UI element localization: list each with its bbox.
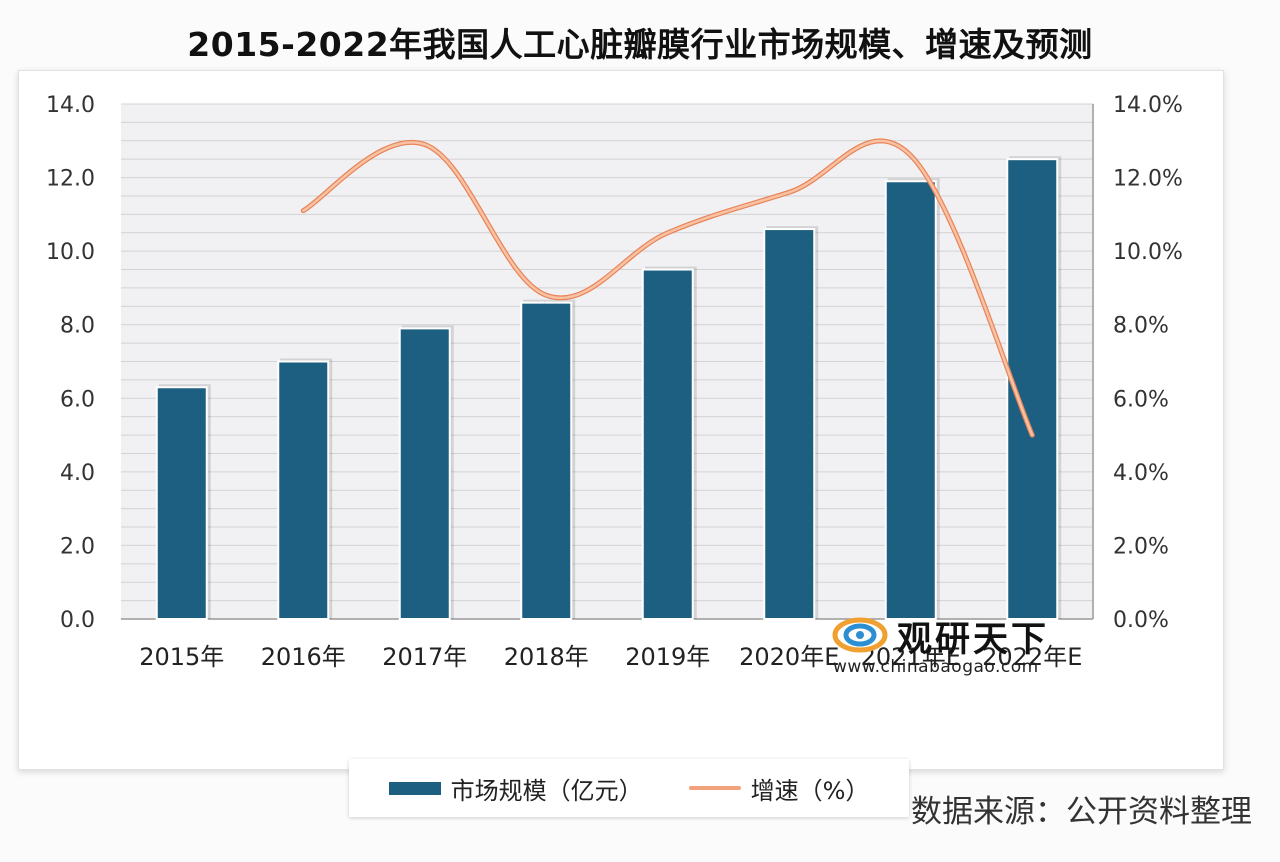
y-left-tick-label: 0.0 <box>60 608 95 633</box>
y-right-tick-label: 4.0% <box>1113 461 1169 486</box>
bar <box>155 386 208 620</box>
x-tick-label: 2017年 <box>382 643 467 671</box>
bar <box>398 327 451 620</box>
y-left-tick-label: 2.0 <box>60 534 95 559</box>
bar <box>520 301 573 620</box>
chart-legend: 市场规模（亿元） 增速（%） <box>349 759 909 817</box>
y-left-tick-label: 12.0 <box>46 167 95 192</box>
y-right-tick-label: 2.0% <box>1113 534 1169 559</box>
y-left-tick-label: 4.0 <box>60 461 95 486</box>
x-tick-label: 2019年 <box>625 643 710 671</box>
watermark-name: 观研天下 <box>897 620 1050 660</box>
bar <box>277 360 330 620</box>
y-left-tick-label: 14.0 <box>46 93 95 118</box>
legend-item-growth: 增速（%） <box>688 771 870 806</box>
watermark: 观研天下 www.chinabaogao.com <box>831 611 1077 683</box>
legend-swatch-bar <box>388 781 441 795</box>
x-tick-label: 2022年E <box>982 643 1082 671</box>
chart-title: 2015-2022年我国人工心脏瓣膜行业市场规模、增速及预测 <box>187 25 1093 64</box>
chart-canvas: 0.0 2.0 4.0 6.0 8.0 10.0 12.0 14.0 0.0% 2.0% 4.0% 6… <box>46 93 1183 671</box>
x-tick-label: 2020年E <box>739 643 839 671</box>
watermark-url: www.chinabaogao.com <box>833 657 1039 677</box>
y-left-tick-label: 10.0 <box>46 240 95 265</box>
bar <box>641 268 694 621</box>
y-right-tick-label: 8.0% <box>1113 314 1169 339</box>
watermark-logo-icon <box>832 617 888 653</box>
y-left-tick-label: 6.0 <box>60 387 95 412</box>
y-left-tick-label: 8.0 <box>60 314 95 339</box>
bar <box>763 228 816 620</box>
growth-line <box>302 139 1034 437</box>
y-right-tick-label: 0.0% <box>1113 608 1169 633</box>
legend-label-market-size: 市场规模（亿元） <box>450 776 643 805</box>
x-tick-label: 2016年 <box>261 643 346 671</box>
legend-swatch-line <box>688 786 741 790</box>
data-source-note: 数据来源：公开资料整理 <box>911 794 1252 830</box>
y-right-tick-label: 10.0% <box>1113 240 1183 265</box>
y-right-tick-label: 14.0% <box>1113 93 1183 118</box>
x-tick-label: 2018年 <box>504 643 589 671</box>
y-right-tick-label: 12.0% <box>1113 167 1183 192</box>
bar <box>884 180 937 620</box>
chart-frame: 0.0 2.0 4.0 6.0 8.0 10.0 12.0 14.0 0.0% 2.0% 4.0% 6… <box>18 70 1224 817</box>
y-right-tick-label: 6.0% <box>1113 387 1169 412</box>
x-tick-label: 2015年 <box>139 643 224 671</box>
legend-item-market-size: 市场规模（亿元） <box>388 771 643 806</box>
legend-label-growth: 增速（%） <box>750 776 870 805</box>
